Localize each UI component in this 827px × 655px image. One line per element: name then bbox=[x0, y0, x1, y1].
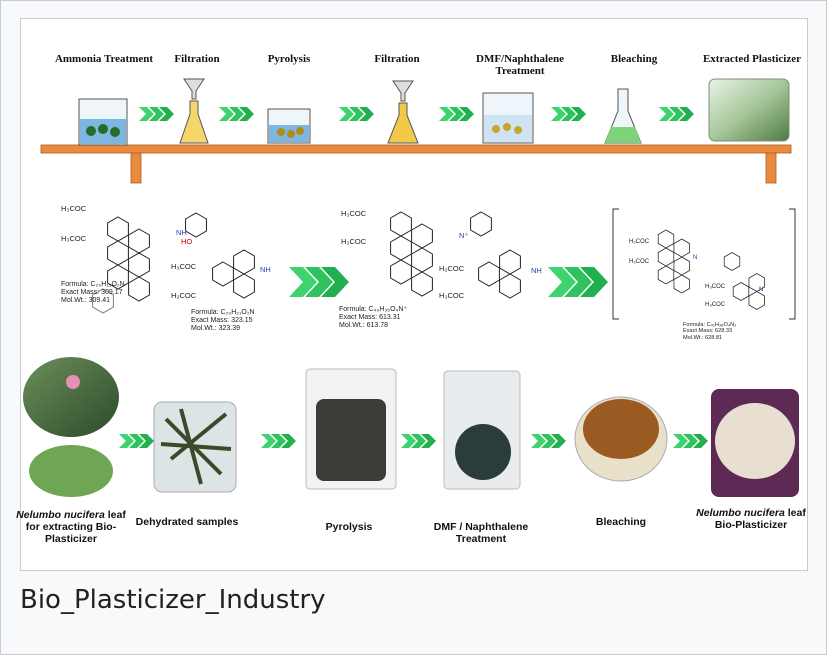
group-label: H₃COC bbox=[705, 302, 725, 308]
group-label: HO bbox=[181, 237, 192, 246]
compound-formula: Formula: C₄₀H₃₅O₄N⁺ bbox=[339, 306, 407, 314]
group-label: H₃COC bbox=[439, 291, 464, 300]
step-label: Extracted Plasticizer bbox=[702, 53, 802, 65]
step-text: Bleaching bbox=[596, 516, 646, 528]
step-label: Bleaching bbox=[584, 53, 684, 65]
group-label: H₃COC bbox=[171, 262, 196, 271]
group-label: H₃COC bbox=[439, 264, 464, 273]
step-label: Pyrolysis bbox=[239, 53, 339, 65]
group-label: H₃COC bbox=[341, 237, 366, 246]
step-label: Bleaching bbox=[561, 516, 681, 528]
group-label: H₃COC bbox=[629, 239, 649, 245]
group-label: NH bbox=[176, 228, 187, 237]
compound-formula: Formula: C₂₀H₂₁O₂N bbox=[191, 309, 255, 317]
compound-mass: Exact Mass: 309.17 bbox=[61, 289, 125, 297]
group-label: NH bbox=[260, 265, 271, 274]
compound-mass: Exact Mass: 628.33 bbox=[683, 328, 736, 334]
step-label: Ammonia Treatment bbox=[54, 53, 154, 65]
step-text: Pyrolysis bbox=[326, 521, 373, 533]
group-label: H₃COC bbox=[61, 234, 86, 243]
compound-weight: Mol.Wt.: 613.78 bbox=[339, 322, 407, 330]
step-label: Nelumbo nucifera leaf Bio-Plasticizer bbox=[691, 507, 811, 531]
step-text: Dehydrated samples bbox=[136, 516, 239, 528]
step-label: DMF / Naphthalene Treatment bbox=[421, 521, 541, 545]
step-label: Dehydrated samples bbox=[127, 516, 247, 528]
step-text: DMF / Naphthalene Treatment bbox=[434, 521, 529, 545]
step-label: Pyrolysis bbox=[289, 521, 409, 533]
species-name: Nelumbo nucifera bbox=[696, 507, 785, 519]
compound-weight: Mol.Wt.: 323.39 bbox=[191, 325, 255, 333]
compound-mass: Exact Mass: 613.31 bbox=[339, 314, 407, 322]
compound-weight: Mol.Wt.: 628.81 bbox=[683, 335, 736, 341]
compound-weight: Mol.Wt.: 309.41 bbox=[61, 297, 125, 305]
step-label: DMF/Naphthalene Treatment bbox=[470, 53, 570, 77]
group-label: H₃COC bbox=[629, 259, 649, 265]
group-label: H₃COC bbox=[171, 291, 196, 300]
step-label: Nelumbo nucifera leaf for extracting Bio… bbox=[11, 509, 131, 545]
compound-mass: Exact Mass: 323.15 bbox=[191, 317, 255, 325]
species-name: Nelumbo nucifera bbox=[16, 509, 105, 521]
group-label: H₃COC bbox=[705, 284, 725, 290]
group-label: H₃COC bbox=[341, 209, 366, 218]
group-label: N bbox=[759, 287, 763, 293]
group-label: N⁺ bbox=[459, 231, 468, 240]
compound-formula: Formula: C₂₀H₁₅O₂N bbox=[61, 281, 125, 289]
step-label: Filtration bbox=[147, 53, 247, 65]
group-label: N bbox=[693, 255, 697, 261]
caption: Bio_Plasticizer_Industry bbox=[20, 585, 326, 615]
thumbnail-frame: Ammonia TreatmentFiltrationPyrolysisFilt… bbox=[0, 0, 827, 655]
group-label: H₃COC bbox=[61, 204, 86, 213]
group-label: NH bbox=[531, 266, 542, 275]
step-label: Filtration bbox=[347, 53, 447, 65]
figure-graphics bbox=[21, 19, 807, 570]
